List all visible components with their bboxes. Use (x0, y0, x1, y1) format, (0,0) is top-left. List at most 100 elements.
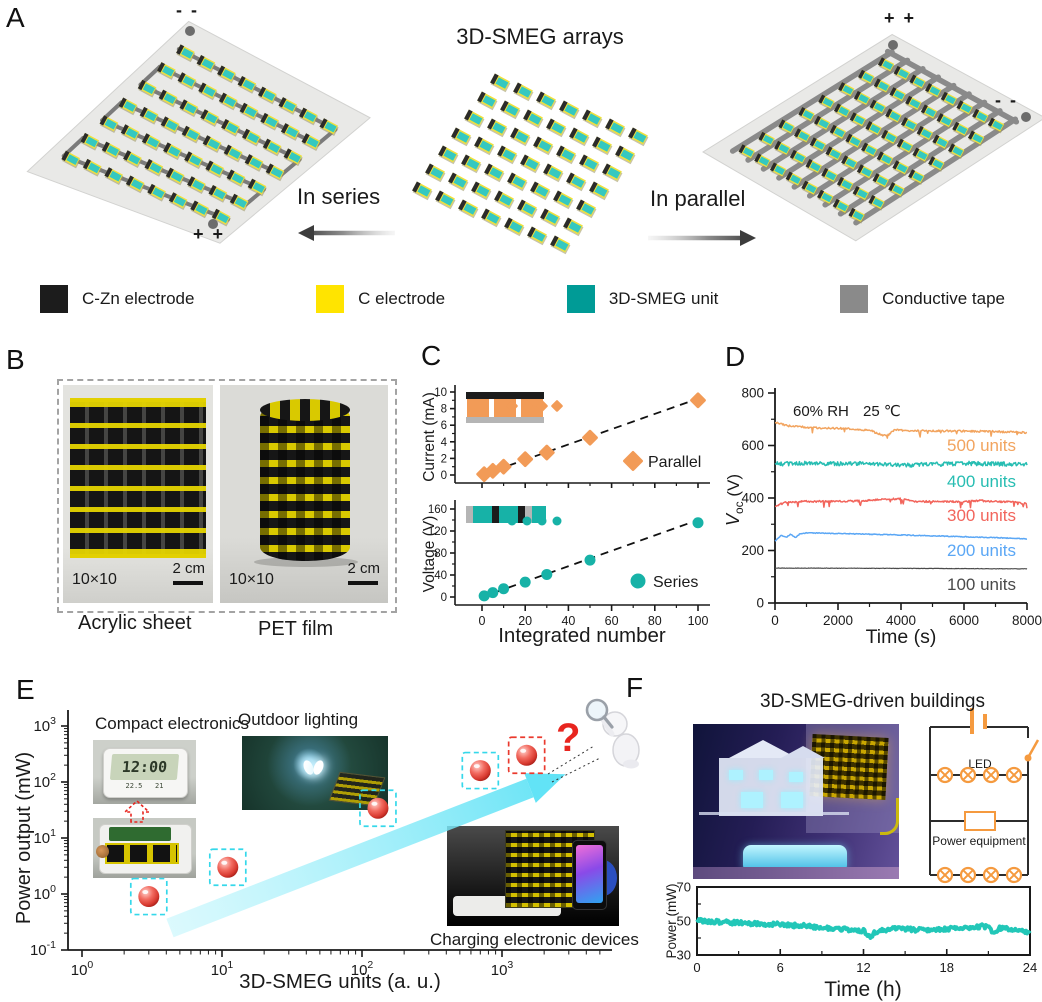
smeg-unit (754, 153, 772, 170)
smeg-unit (229, 193, 249, 212)
trace-400-units (774, 460, 1028, 468)
x-tick-label: 101 (211, 959, 234, 979)
smeg-unit (605, 118, 626, 138)
smeg-unit (241, 128, 262, 147)
y-tick-label: 102 (33, 771, 56, 791)
acrylic-array-photo: 10×10 2 cm (63, 385, 213, 603)
smeg-unit (435, 190, 456, 210)
smeg-unit (500, 100, 521, 120)
smeg-unit (80, 132, 100, 151)
smeg-unit (836, 176, 854, 193)
rolled-array-top (260, 399, 350, 421)
smeg-unit (451, 127, 472, 147)
terminal-dot (1021, 112, 1031, 122)
panel-c-label: C (421, 340, 442, 371)
smeg-unit (876, 151, 894, 168)
led-circuit-diagram: LED Power equipment (929, 708, 1040, 884)
smeg-unit (829, 124, 847, 141)
smeg-unit (425, 163, 446, 183)
smeg-unit (818, 94, 836, 111)
data-sphere (217, 856, 239, 878)
data-sphere (138, 886, 160, 908)
clock-humidity: 21 (155, 782, 164, 790)
series-positive-terminal-label: + + (193, 224, 226, 244)
red-dashed-arrow-icon (122, 799, 152, 823)
lamp-icon (982, 866, 1000, 884)
smeg-unit (487, 118, 508, 138)
panel-f-title: 3D-SMEG-driven buildings (760, 691, 985, 712)
lamp-icon (959, 866, 977, 884)
smeg-unit (848, 207, 866, 224)
smartphone (572, 840, 607, 910)
smeg-unit (257, 86, 278, 105)
smeg-unit (936, 113, 954, 129)
smeg-unit (813, 115, 831, 132)
trace-300-units (774, 497, 1028, 509)
glowing-window (781, 792, 803, 808)
circuit-board-photo (93, 818, 196, 878)
svg-text:2000: 2000 (823, 613, 853, 628)
parallel-legend-label: Parallel (648, 454, 701, 471)
smeg-unit (543, 163, 564, 183)
smeg-unit (758, 131, 776, 148)
parallel-schematic (466, 392, 544, 423)
smeg-unit (794, 128, 811, 145)
compact-electronics-label: Compact electronics (95, 714, 250, 733)
smeg-unit (158, 89, 178, 108)
smeg-unit (99, 115, 119, 133)
smeg-unit (497, 145, 518, 165)
series-negative-terminal-label: - - (176, 0, 199, 20)
series-point (519, 576, 531, 588)
scale-bar-label: 2 cm (172, 560, 205, 577)
in-series-label: In series (297, 184, 381, 209)
svg-text:24: 24 (1023, 960, 1037, 975)
parallel-point (521, 400, 533, 412)
svg-text:8: 8 (441, 404, 447, 416)
lamp-icon (982, 766, 1000, 784)
parallel-point (517, 451, 534, 468)
smeg-unit (123, 150, 143, 169)
lamp-icon (1005, 766, 1023, 784)
svg-text:40: 40 (561, 614, 575, 628)
x-tick-label: 100 (71, 959, 94, 979)
smeg-unit (141, 133, 162, 152)
svg-text:0: 0 (441, 470, 447, 482)
smeg-unit (559, 100, 580, 120)
flat-array-pattern (70, 398, 206, 558)
svg-text:6000: 6000 (949, 613, 979, 628)
panel-d-label: D (725, 341, 746, 372)
smeg-unit (481, 208, 502, 228)
copper-coil (96, 845, 109, 858)
lamp-icon (936, 866, 954, 884)
smeg-unit (301, 133, 321, 152)
smeg-unit (833, 103, 851, 120)
time-axis-label: Time (s) (866, 626, 937, 648)
parallel-point (495, 458, 512, 475)
smeg-unit (283, 148, 303, 167)
pet-array-photo: 10×10 2 cm (220, 385, 388, 603)
smeg-unit (490, 73, 511, 93)
smeg-unit (576, 199, 597, 219)
smeg-unit (223, 144, 243, 163)
panel-a-title: 3D-SMEG arrays (456, 24, 624, 49)
smeg-unit (540, 208, 561, 228)
smeg-unit (163, 142, 183, 161)
smeg-unit (805, 158, 823, 175)
smeg-unit (265, 163, 285, 182)
svg-text:120: 120 (428, 526, 447, 538)
svg-text:20: 20 (518, 614, 532, 628)
smeg-unit (893, 65, 911, 82)
smeg-unit (932, 134, 950, 151)
smeg-unit (579, 154, 600, 174)
phone-screen (576, 845, 603, 903)
smeg-unit (856, 164, 874, 180)
smeg-unit (909, 74, 927, 91)
trace-200-units (774, 531, 1028, 542)
smeg-unit (82, 158, 103, 177)
power-axis-label: Power (mW) (664, 884, 679, 959)
svg-text:160: 160 (428, 504, 447, 516)
trend-arrow-shaft (166, 778, 534, 938)
smeg-unit (218, 92, 239, 111)
parallel-positive-terminal-label: + + (884, 8, 917, 28)
